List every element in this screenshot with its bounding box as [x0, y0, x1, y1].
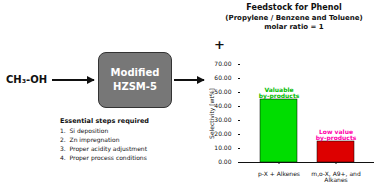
- svg-text:40.00: 40.00: [214, 102, 231, 109]
- svg-text:Low valueby-products: Low valueby-products: [316, 128, 357, 142]
- svg-text:p-X + Alkenes: p-X + Alkenes: [258, 170, 300, 178]
- html-text:2. Zn impregnation: 2. Zn impregnation: [60, 136, 120, 143]
- svg-text:30.00: 30.00: [214, 116, 231, 123]
- html-text:Feedstock for Phenol: Feedstock for Phenol: [246, 3, 342, 12]
- svg-text:20.00: 20.00: [214, 130, 231, 137]
- svg-text:10.00: 10.00: [214, 144, 231, 151]
- svg-text:70.00: 70.00: [214, 60, 231, 67]
- html-text:1. Si deposition: 1. Si deposition: [60, 127, 109, 134]
- html-text:3. Proper acidity adjustment: 3. Proper acidity adjustment: [60, 145, 147, 152]
- svg-text:50.00: 50.00: [214, 88, 231, 95]
- html-text:Essential steps required: Essential steps required: [60, 117, 149, 125]
- html-text:Modified HZSM-5: Modified HZSM-5: [110, 67, 160, 92]
- svg-text:Selectivity [wt%]: Selectivity [wt%]: [208, 88, 216, 139]
- svg-text:m,o-X, A9+, andAlkanes: m,o-X, A9+, andAlkanes: [311, 170, 361, 182]
- html-text:CH₃-OH: CH₃-OH: [6, 74, 48, 85]
- svg-text:60.00: 60.00: [214, 74, 231, 81]
- html-text:4. Proper process conditions: 4. Proper process conditions: [60, 154, 147, 161]
- svg-text:Valuableby-products: Valuableby-products: [259, 86, 300, 100]
- html-text:(Propylene / Benzene and Tolue: (Propylene / Benzene and Toluene) molar …: [225, 14, 363, 32]
- svg-text:0.00: 0.00: [218, 158, 232, 165]
